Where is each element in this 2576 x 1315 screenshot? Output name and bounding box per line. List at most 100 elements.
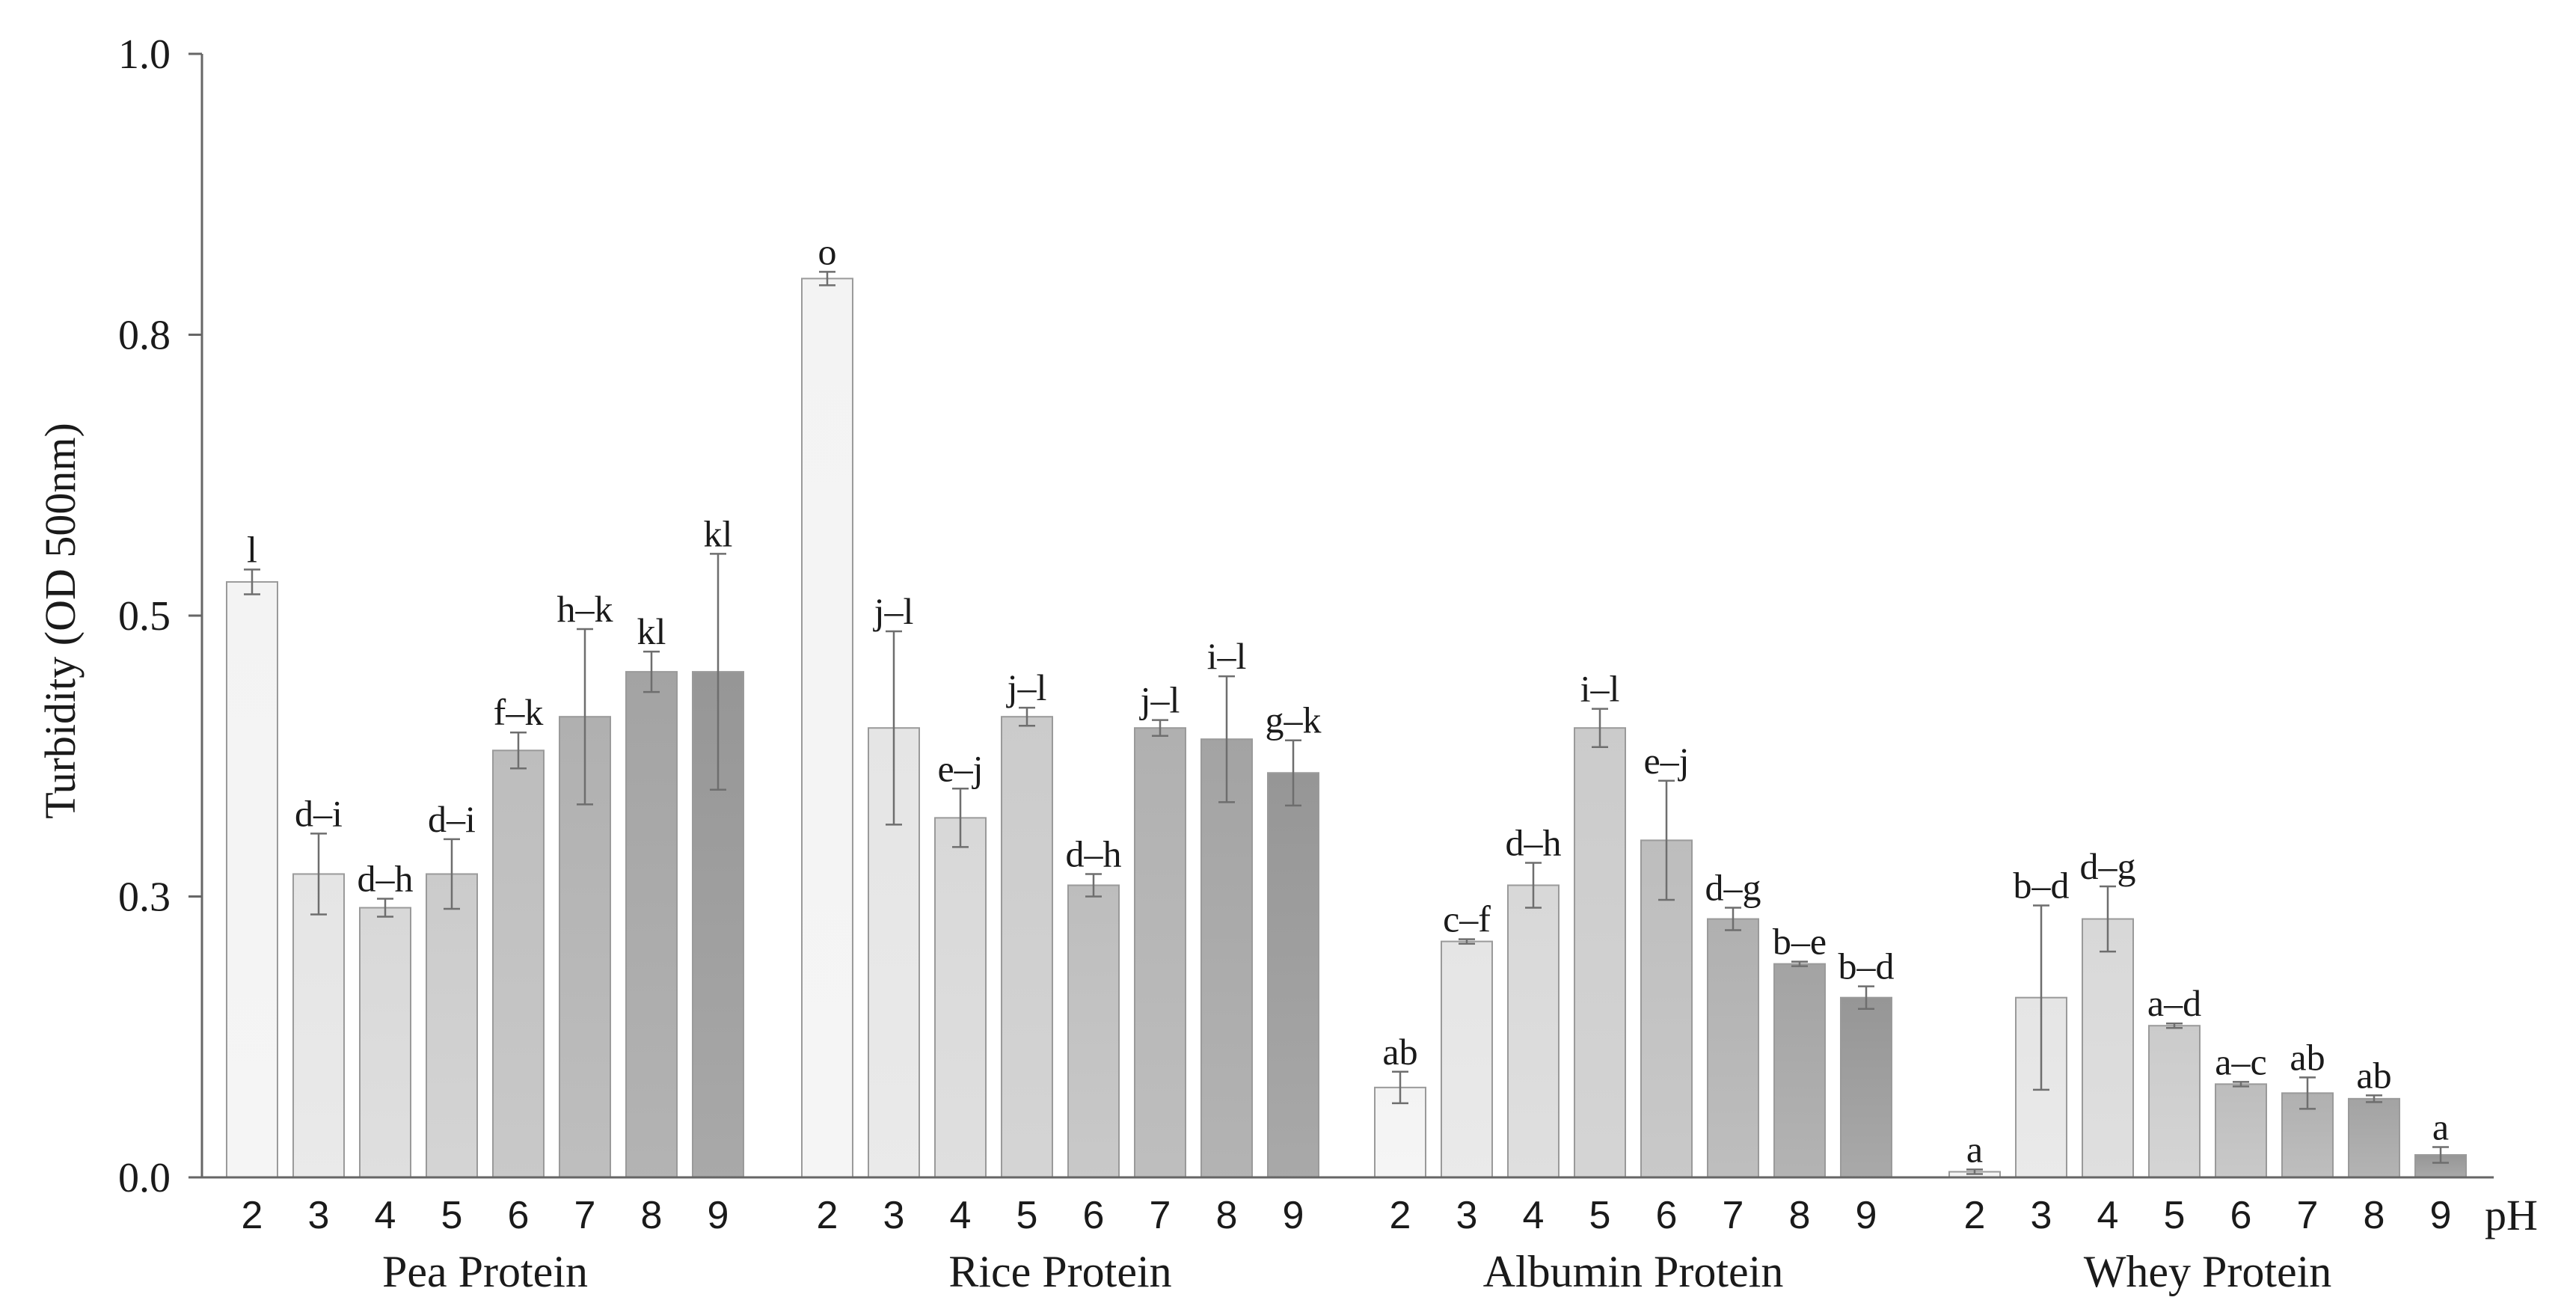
significance-letter: d–g xyxy=(2080,845,2136,887)
error-bar xyxy=(2366,1094,2382,1103)
x-tick-label: 8 xyxy=(1789,1194,1811,1237)
x-tick-label: 6 xyxy=(1656,1194,1678,1237)
error-bar xyxy=(444,838,460,910)
significance-letter: d–h xyxy=(1506,821,1562,863)
bar xyxy=(2148,1025,2201,1178)
significance-letter: d–h xyxy=(358,858,414,900)
significance-letter: j–l xyxy=(1139,679,1180,721)
x-tick-label: 8 xyxy=(1216,1194,1238,1237)
x-tick-label: 4 xyxy=(375,1194,396,1237)
bar xyxy=(2215,1083,2267,1178)
error-bar xyxy=(1085,873,1102,898)
x-tick-label: 4 xyxy=(950,1194,972,1237)
x-tick-label: 3 xyxy=(883,1194,905,1237)
x-tick-label: 6 xyxy=(2230,1194,2252,1237)
error-bar xyxy=(819,271,835,286)
error-bar xyxy=(1592,708,1608,748)
error-bar xyxy=(1218,675,1235,803)
bar xyxy=(2348,1097,2400,1178)
error-bar xyxy=(244,568,260,595)
error-bar xyxy=(377,898,393,918)
bar xyxy=(1507,884,1560,1178)
significance-letter: c–f xyxy=(1443,898,1491,940)
x-tick-label: 2 xyxy=(1964,1194,1986,1237)
bar xyxy=(492,750,545,1178)
error-bars-layer xyxy=(244,271,2449,1175)
x-tick-label: 2 xyxy=(1390,1194,1411,1237)
x-tick-label: 7 xyxy=(574,1194,596,1237)
error-bar xyxy=(643,650,660,693)
bar xyxy=(1001,716,1053,1178)
x-tick-label: 9 xyxy=(708,1194,729,1237)
error-bar xyxy=(1966,1168,1983,1175)
error-bar xyxy=(2166,1022,2183,1029)
significance-letter: b–d xyxy=(2014,865,2070,907)
significance-letter: j–l xyxy=(1006,666,1047,708)
bar xyxy=(625,671,678,1178)
x-tick-label: 9 xyxy=(1856,1194,1877,1237)
bar xyxy=(1773,963,1826,1178)
x-tick-label: 3 xyxy=(308,1194,330,1237)
error-bar xyxy=(1285,739,1301,807)
y-axis-label: Turbidity (OD 500nm) xyxy=(36,423,85,819)
x-tick-label: 7 xyxy=(2297,1194,2319,1237)
error-bar xyxy=(1392,1070,1408,1105)
group-label: Pea Protein xyxy=(382,1247,588,1296)
bar xyxy=(1574,727,1626,1178)
significance-letter: a–c xyxy=(2215,1040,2266,1082)
axes-layer: 0.0 0.3 0.5 0.8 1.0 2 3 4 5 6 7 8 9 Pea Protein 2 3 4 5 6 7… xyxy=(118,31,2494,1296)
significance-letter: f–k xyxy=(494,691,544,733)
bar xyxy=(359,907,411,1179)
significance-letter: a xyxy=(1966,1128,1983,1170)
y-tick-label: 0.0 xyxy=(118,1155,171,1201)
error-bar xyxy=(952,788,969,848)
significance-letter: i–l xyxy=(1207,635,1247,677)
bars-layer xyxy=(226,278,2467,1179)
significance-letter: b–d xyxy=(1839,945,1895,987)
x-tick-label: 6 xyxy=(508,1194,530,1237)
x-tick-label: 9 xyxy=(1283,1194,1304,1237)
significance-letter: j–l xyxy=(873,590,914,632)
significance-letter: d–h xyxy=(1066,833,1122,874)
x-tick-label: 2 xyxy=(817,1194,838,1237)
significance-letter: b–e xyxy=(1773,921,1827,963)
significance-letter: ab xyxy=(2290,1036,2325,1078)
significance-letter: a xyxy=(2432,1106,2449,1147)
bar xyxy=(2082,918,2134,1179)
error-bar xyxy=(1658,779,1675,901)
error-bar xyxy=(1725,907,1741,931)
significance-letter: d–g xyxy=(1705,867,1761,909)
x-tick-label: 3 xyxy=(2031,1194,2052,1237)
error-bar xyxy=(2299,1076,2316,1110)
labels-layer: Turbidity (OD 500nm) pH xyxy=(36,423,2538,1239)
error-bar xyxy=(710,553,726,791)
error-bar xyxy=(1791,960,1808,967)
significance-letter: d–i xyxy=(428,798,476,840)
significance-letter: g–k xyxy=(1266,699,1322,741)
significance-letter: h–k xyxy=(557,588,613,630)
significance-letter: l xyxy=(247,528,257,570)
group-label: Rice Protein xyxy=(948,1247,1171,1296)
error-bar xyxy=(2432,1146,2449,1164)
x-tick-label: 5 xyxy=(1016,1194,1038,1237)
bar xyxy=(1441,940,1493,1178)
bar xyxy=(934,817,987,1178)
error-bar xyxy=(1152,719,1168,737)
error-bar xyxy=(577,628,593,806)
significance-letter: o xyxy=(818,230,837,272)
x-tick-label: 6 xyxy=(1083,1194,1105,1237)
bar xyxy=(292,873,345,1178)
y-tick-label: 0.8 xyxy=(118,313,171,359)
bar xyxy=(1374,1086,1426,1178)
significance-letter: e–j xyxy=(937,747,983,789)
bar xyxy=(1267,772,1319,1178)
x-tick-label: 8 xyxy=(2364,1194,2385,1237)
significance-letter: kl xyxy=(704,512,733,554)
significance-letters-layer: l d–i d–h d–i f–k h–k kl kl o j–l e–j j–l d–h j–l i–l g… xyxy=(247,230,2449,1170)
error-bar xyxy=(2100,885,2116,953)
significance-letter: e–j xyxy=(1643,740,1689,782)
y-tick-label: 0.3 xyxy=(118,874,171,921)
error-bar xyxy=(510,731,527,770)
bar xyxy=(226,580,278,1178)
bar xyxy=(1200,738,1253,1178)
